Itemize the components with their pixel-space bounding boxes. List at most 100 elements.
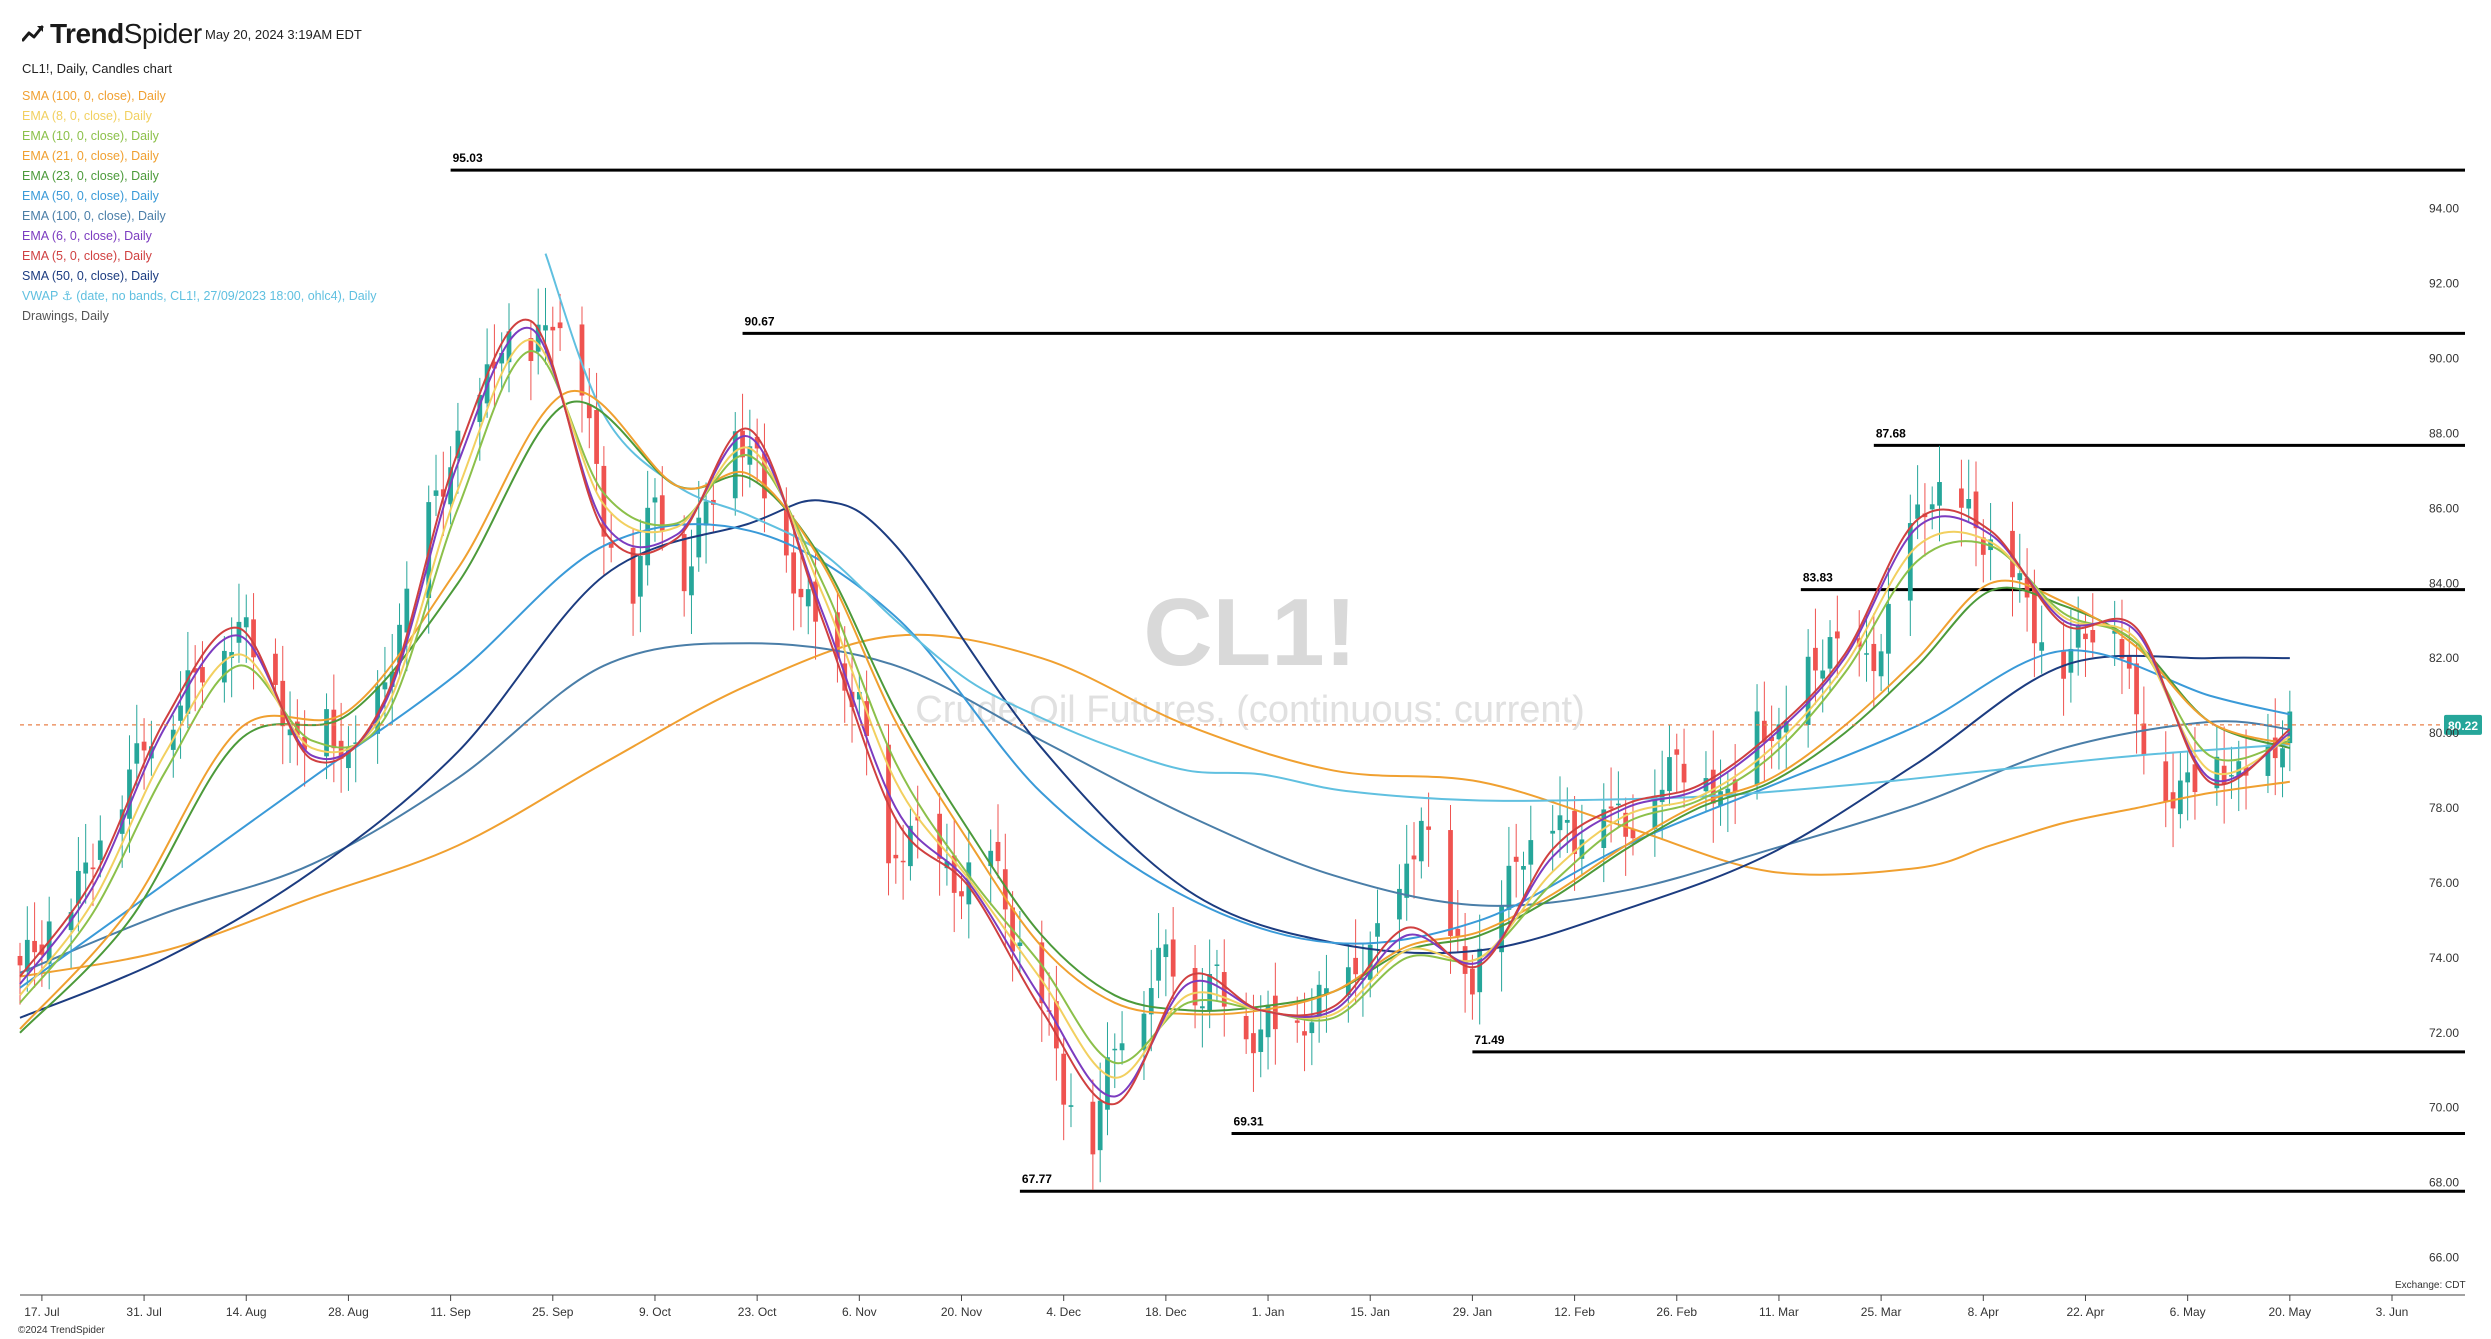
candle-body (32, 940, 37, 953)
candle-body (404, 588, 410, 633)
candle-body (1448, 830, 1453, 936)
candle-body (1068, 1105, 1074, 1107)
y-tick-label: 94.00 (2429, 202, 2459, 216)
indicator-line[interactable] (19, 389, 2291, 1030)
candle-body (1959, 488, 1964, 508)
x-tick-label: 25. Sep (532, 1305, 574, 1319)
candle-body (236, 621, 242, 643)
candle-body (1397, 888, 1402, 920)
indicator-line[interactable] (544, 253, 2290, 802)
candle-body (601, 465, 607, 537)
candle-body (2280, 748, 2285, 768)
x-tick-label: 31. Jul (126, 1305, 161, 1319)
candle-body (1375, 923, 1380, 937)
candle-body (1915, 504, 1920, 519)
legend-item[interactable]: EMA (8, 0, close), Daily (22, 109, 152, 123)
legend-item[interactable]: SMA (50, 0, close), Daily (22, 269, 159, 283)
candle-body (908, 825, 913, 867)
x-tick-label: 1. Jan (1252, 1305, 1285, 1319)
legend-item[interactable]: EMA (21, 0, close), Daily (22, 149, 159, 163)
candle-body (280, 680, 286, 727)
candle-body (2017, 573, 2023, 581)
indicator-legend: SMA (100, 0, close), Daily EMA (8, 0, clo… (22, 86, 376, 326)
candle-body (1521, 866, 1526, 870)
y-tick-label: 76.00 (2429, 876, 2459, 890)
candle-body (2075, 625, 2081, 648)
y-tick-label: 66.00 (2429, 1251, 2459, 1265)
candle-body (1616, 803, 1621, 806)
candle-body (1192, 967, 1198, 1006)
legend-item[interactable]: EMA (6, 0, close), Daily (22, 229, 152, 243)
legend-item[interactable]: Drawings, Daily (22, 309, 109, 323)
candle-body (944, 861, 950, 869)
x-tick-label: 29. Jan (1453, 1305, 1492, 1319)
indicator-line[interactable] (19, 318, 2291, 1105)
legend-item[interactable]: EMA (100, 0, close), Daily (22, 209, 166, 223)
candle-body (2177, 780, 2183, 815)
indicator-line[interactable] (19, 338, 2291, 1079)
horizontal-level-label: 69.31 (1234, 1115, 1264, 1129)
candle-body (594, 410, 599, 464)
legend-item[interactable]: EMA (5, 0, close), Daily (22, 249, 152, 263)
indicator-line[interactable] (19, 642, 2290, 974)
candle-body (1090, 1101, 1096, 1155)
legend-item[interactable]: SMA (100, 0, close), Daily (22, 89, 166, 103)
candle-body (856, 691, 862, 700)
candle-body (864, 701, 869, 737)
candle-body (1353, 957, 1358, 975)
indicator-line[interactable] (19, 400, 2291, 1034)
indicator-line[interactable] (19, 349, 2291, 1064)
brand-name: TrendSpider (50, 18, 202, 49)
legend-item[interactable]: VWAP ⚓ (date, no bands, CL1!, 27/09/2023… (22, 289, 377, 303)
x-tick-label: 11. Mar (1759, 1305, 1799, 1319)
candle-body (221, 650, 227, 683)
candle-body (477, 394, 483, 423)
indicator-line[interactable] (19, 499, 2290, 1019)
candle-body (90, 867, 96, 870)
candle-body (346, 748, 351, 769)
y-tick-label: 92.00 (2429, 277, 2459, 291)
candle-body (1061, 1053, 1067, 1105)
indicator-line[interactable] (19, 326, 2291, 1098)
legend-item[interactable]: EMA (50, 0, close), Daily (22, 189, 159, 203)
candle-body (440, 489, 446, 497)
candle-body (1761, 720, 1767, 743)
candle-body (97, 840, 103, 860)
candle-body (1156, 947, 1161, 981)
candle-body (229, 652, 235, 658)
x-tick-label: 3. Jun (2376, 1305, 2409, 1319)
horizontal-level-label: 83.83 (1803, 571, 1833, 585)
x-tick-label: 4. Dec (1046, 1305, 1081, 1319)
candle-body (1499, 905, 1504, 953)
candle-body (652, 497, 658, 503)
y-tick-label: 86.00 (2429, 501, 2459, 515)
x-tick-label: 25. Mar (1861, 1305, 1902, 1319)
candle-body (1878, 651, 1884, 677)
y-tick-label: 70.00 (2429, 1101, 2459, 1115)
candle-body (550, 326, 556, 331)
y-tick-label: 82.00 (2429, 651, 2459, 665)
candle-body (638, 556, 643, 597)
candle-body (17, 955, 23, 966)
watermark-name: Crude Oil Futures, (continuous: current) (915, 689, 1585, 731)
candle-body (1871, 643, 1877, 672)
candle-body (1827, 637, 1833, 669)
candle-body (893, 854, 899, 859)
candle-body (2265, 744, 2271, 776)
brand-logo[interactable]: TrendSpider (22, 18, 202, 50)
candle-body (1769, 736, 1775, 742)
legend-item[interactable]: EMA (10, 0, close), Daily (22, 129, 159, 143)
indicator-line[interactable] (19, 633, 2290, 978)
candle-body (2090, 630, 2096, 643)
candle-body (1119, 1043, 1125, 1051)
candle-body (2236, 761, 2242, 777)
candle-body (740, 430, 745, 458)
legend-item[interactable]: EMA (23, 0, close), Daily (22, 169, 159, 183)
candle-body (1528, 840, 1534, 865)
candle-body (1630, 829, 1636, 839)
candle-body (1017, 942, 1023, 947)
candle-body (1462, 946, 1468, 974)
indicator-line[interactable] (19, 523, 2291, 989)
candle-body (659, 495, 665, 531)
